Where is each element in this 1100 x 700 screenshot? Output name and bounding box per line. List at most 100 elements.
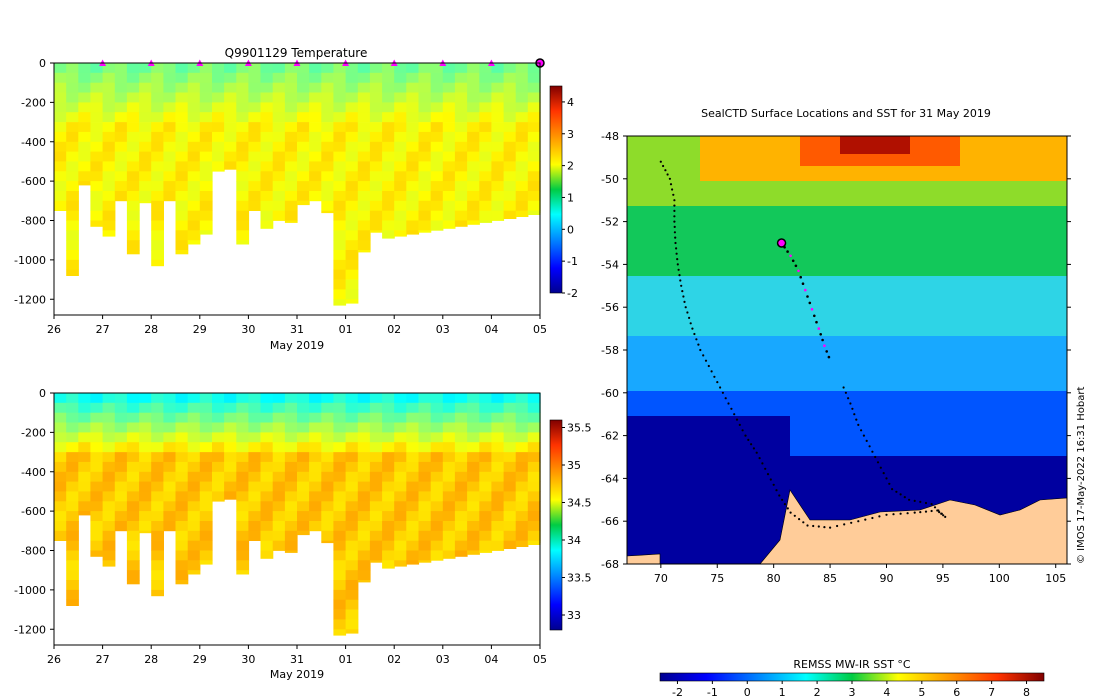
profile-cell (467, 530, 480, 541)
profile-cell (321, 171, 334, 182)
profile-cell (236, 491, 250, 502)
track-point (798, 518, 801, 521)
track-point (686, 311, 689, 314)
profile-cell (357, 452, 371, 463)
profile-cell (503, 131, 517, 143)
temperature-title: Q9901129 Temperature (225, 46, 368, 60)
profile-cell (187, 550, 201, 561)
profile-cell (333, 299, 347, 306)
profile-cell (236, 200, 250, 211)
profile-cell (78, 402, 91, 413)
profile-cell (126, 511, 140, 522)
profile-cell (345, 471, 359, 482)
profile-cell (479, 161, 493, 172)
profile-cell (248, 442, 262, 453)
profile-cell (151, 560, 164, 571)
profile-cell (54, 501, 67, 512)
profile-cell (260, 92, 274, 103)
track-point (659, 160, 662, 163)
profile-cell (321, 452, 334, 463)
profile-cell (357, 550, 371, 561)
profile-cell (503, 402, 517, 413)
sst-colorbar-tick-label: 6 (953, 686, 960, 699)
profile-cell (491, 452, 505, 463)
profile-cell (369, 102, 383, 113)
profile-cell (382, 393, 395, 404)
track-point (876, 461, 880, 464)
profile-cell (382, 72, 395, 83)
profile-cell (430, 521, 444, 532)
profile-cell (503, 461, 517, 473)
profile-cell (175, 540, 189, 551)
profile-cell (515, 161, 529, 172)
track-point (885, 513, 888, 516)
profile-cell (515, 530, 529, 541)
profile-cell (248, 452, 262, 463)
profile-cell (321, 481, 334, 492)
profile-cell (126, 412, 140, 423)
profile-cell (369, 82, 383, 93)
profile-cell (114, 112, 128, 123)
profile-cell (272, 461, 286, 473)
profile-cell (297, 161, 310, 172)
profile-cell (284, 151, 298, 162)
profile-cell (491, 521, 505, 532)
profile-cell (394, 63, 407, 74)
profile-cell (175, 481, 189, 492)
profile-cell (382, 461, 395, 473)
salinity-section: 0-200-400-600-800-1000-1200 26 27 28 29 30 31… (14, 387, 591, 681)
profile-cell (66, 560, 79, 571)
profile-cell (54, 131, 67, 143)
profile-cell (66, 131, 79, 143)
profile-cell (515, 63, 529, 74)
profile-cell (175, 442, 189, 453)
profile-cell (309, 442, 322, 453)
profile-cell (309, 112, 322, 123)
profile-cell (90, 112, 104, 123)
recent-track-point (815, 320, 818, 324)
profile-cell (345, 393, 359, 404)
profile-cell (102, 161, 116, 172)
profile-cell (503, 442, 517, 453)
profile-cell (260, 452, 274, 463)
profile-cell (163, 171, 177, 182)
profile-cell (333, 619, 347, 630)
profile-cell (430, 550, 444, 561)
profile-cell (515, 511, 529, 522)
profile-cell (369, 560, 383, 563)
track-point (895, 490, 898, 493)
profile-cell (442, 63, 456, 74)
profile-cell (151, 501, 164, 512)
profile-cell (418, 560, 432, 563)
profile-cell (503, 452, 517, 463)
profile-cell (175, 393, 189, 404)
salinity-colorbar (549, 419, 563, 631)
profile-cell (151, 122, 164, 133)
lat-tick-label: -60 (601, 387, 619, 400)
profile-cell (248, 461, 262, 473)
profile-cell (175, 102, 189, 113)
profile-cell (284, 501, 298, 512)
salinity-x-label: May 2019 (270, 668, 324, 681)
profile-cell (272, 511, 286, 522)
profile-cell (102, 72, 116, 83)
profile-cell (321, 191, 334, 202)
profile-cell (284, 131, 298, 143)
profile-cell (78, 112, 91, 123)
profile-cell (345, 200, 359, 211)
profile-cell (78, 511, 91, 516)
profile-cell (66, 461, 79, 473)
profile-cell (163, 92, 177, 103)
profile-cell (357, 540, 371, 551)
profile-cell (527, 171, 541, 182)
profile-cell (66, 210, 79, 221)
profile-cell (114, 393, 128, 404)
track-point (761, 462, 764, 465)
profile-cell (199, 501, 213, 512)
profile-cell (321, 530, 334, 541)
profile-cell (442, 540, 456, 551)
profile-cell (369, 481, 383, 492)
profile-cell (126, 560, 140, 571)
profile-cell (491, 200, 505, 211)
profile-cell (175, 550, 189, 561)
